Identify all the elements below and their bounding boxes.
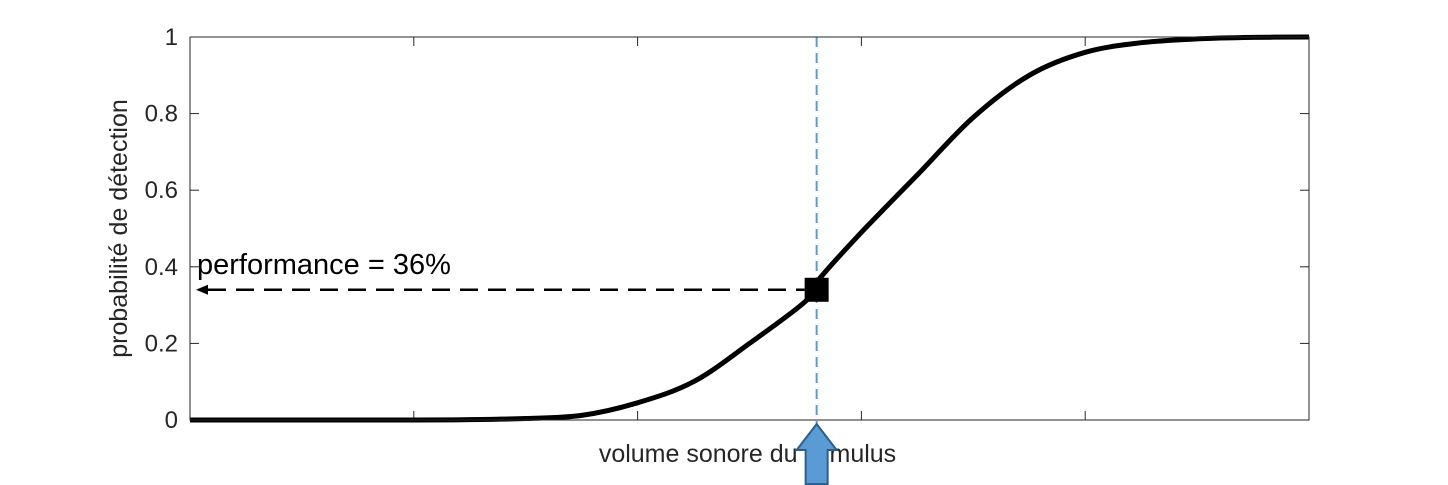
y-tick-label: 0.6	[145, 177, 178, 204]
tick-marks	[190, 36, 1309, 421]
y-tick-label: 0	[165, 407, 178, 434]
y-tick-label: 0.8	[145, 101, 178, 128]
arrowhead-left-icon	[196, 284, 208, 295]
psychometric-curve	[189, 34, 1310, 423]
plot-frame	[189, 36, 1310, 421]
y-tick-label: 0.4	[145, 254, 178, 281]
y-tick-labels: 0 0.2 0.4 0.6 0.8 1	[145, 24, 178, 434]
y-tick-label: 1	[165, 24, 178, 51]
x-axis-title: volume sonore du stimulus	[599, 440, 896, 468]
y-tick-label: 0.2	[145, 330, 178, 357]
threshold-arrow-icon	[794, 422, 839, 485]
marker-point	[804, 277, 829, 302]
performance-annotation: performance = 36%	[197, 249, 451, 281]
y-axis-title: probabilité de détection	[105, 99, 133, 358]
series-layer	[189, 34, 1310, 423]
overlay-layer	[196, 37, 829, 425]
